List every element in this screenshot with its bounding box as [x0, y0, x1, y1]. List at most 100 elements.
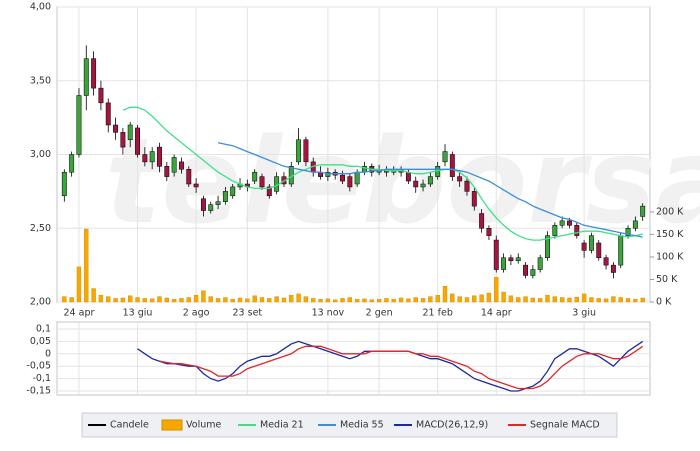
- volume-bar: [450, 293, 455, 303]
- watermark: teleborsa: [105, 112, 700, 250]
- volume-bar: [237, 297, 243, 303]
- candle-body: [142, 154, 148, 163]
- candle-body: [603, 257, 609, 266]
- y-tick-label: 2,00: [30, 297, 51, 308]
- candle-body: [420, 183, 426, 188]
- volume-bar: [113, 298, 118, 303]
- x-tick-label: 24 apr: [64, 308, 95, 319]
- candle-body: [135, 127, 140, 155]
- volume-bar: [171, 299, 177, 303]
- volume-bar: [201, 290, 206, 303]
- candle-body: [405, 171, 411, 182]
- volume-bar: [581, 293, 587, 303]
- volume-bar: [274, 296, 279, 303]
- volume-bar: [318, 299, 323, 303]
- candle-body: [574, 225, 580, 236]
- volume-bar: [494, 277, 499, 303]
- volume-bar: [603, 298, 609, 303]
- volume-bar: [120, 297, 126, 303]
- y-tick-label: -0,15: [26, 386, 51, 397]
- candle-body: [83, 58, 89, 96]
- volume-bar: [479, 294, 484, 303]
- candle-body: [69, 154, 75, 173]
- volume-bar: [625, 298, 631, 303]
- candle-body: [76, 95, 82, 155]
- candle-body: [501, 257, 507, 270]
- candle-body: [471, 191, 477, 207]
- candle-body: [230, 186, 236, 197]
- volume-bar: [384, 298, 389, 303]
- y-tick-label: 3,00: [30, 149, 51, 160]
- volume-bar: [618, 297, 623, 303]
- candle-body: [581, 242, 587, 251]
- y-tick-label: 4,00: [30, 2, 51, 13]
- y-tick-label: 2,50: [30, 223, 51, 234]
- candle-body: [259, 176, 265, 188]
- volume-bar: [362, 298, 367, 303]
- candle-body: [164, 166, 170, 177]
- candle-body: [530, 269, 536, 276]
- volume-bar: [62, 296, 67, 303]
- line-series: [217, 142, 643, 238]
- legend-label: Media 55: [340, 420, 384, 431]
- candle-body: [303, 139, 309, 163]
- volume-bar: [69, 297, 74, 303]
- candle-body: [354, 171, 360, 185]
- candle-body: [105, 102, 111, 126]
- candle-body: [559, 220, 565, 226]
- volume-bar: [530, 297, 536, 303]
- volume-bar: [230, 299, 235, 303]
- volume-bar: [289, 295, 294, 303]
- volume-bar: [523, 296, 528, 303]
- volume-bar: [340, 298, 345, 303]
- volume-bar: [311, 298, 316, 303]
- volume-bar: [149, 298, 155, 303]
- volume-bar: [611, 296, 616, 303]
- candle-body: [464, 180, 470, 192]
- volume-bar: [589, 297, 594, 303]
- candle-body: [157, 146, 162, 167]
- candle-body: [61, 171, 67, 197]
- candle-body: [325, 171, 331, 177]
- volume-bar: [545, 295, 550, 303]
- candle-body: [486, 228, 492, 236]
- volume-bar: [516, 297, 521, 303]
- volume-bar: [208, 296, 213, 303]
- candle-body: [120, 132, 126, 148]
- volume-bar: [142, 298, 148, 303]
- volume-bar: [157, 296, 162, 303]
- x-tick-label: 3 giu: [572, 308, 596, 319]
- volume-bar: [442, 286, 448, 303]
- candle-body: [457, 176, 463, 182]
- candle-body: [610, 264, 616, 273]
- y-tick-label: -0,1: [32, 373, 51, 384]
- candle-body: [449, 154, 455, 177]
- legend-swatch: [161, 419, 183, 431]
- candle-body: [208, 204, 214, 211]
- volume-bar: [633, 299, 638, 303]
- y2-tick-label: 150 K: [656, 229, 684, 240]
- volume-bar: [413, 297, 418, 303]
- volume-bar: [567, 297, 572, 303]
- candle-body: [479, 213, 485, 229]
- volume-bar: [537, 298, 543, 303]
- y-tick-label: 3,50: [30, 75, 51, 86]
- legend-label: Candele: [110, 420, 149, 431]
- candle-body: [413, 180, 419, 188]
- candle-body: [91, 58, 97, 89]
- candle-body: [222, 191, 228, 202]
- candle-body: [545, 235, 550, 258]
- candle-body: [215, 201, 221, 205]
- volume-bar: [640, 297, 645, 303]
- volume-bar: [325, 298, 331, 303]
- volume-bar: [420, 298, 426, 303]
- candle-body: [340, 174, 345, 182]
- volume-bar: [428, 296, 433, 303]
- y2-tick-label: 200 K: [656, 206, 684, 217]
- candle-body: [618, 235, 624, 266]
- volume-bar: [76, 266, 82, 303]
- y-tick-label: 0: [45, 348, 51, 359]
- candle-body: [493, 239, 499, 270]
- y-tick-label: -0,05: [26, 361, 51, 372]
